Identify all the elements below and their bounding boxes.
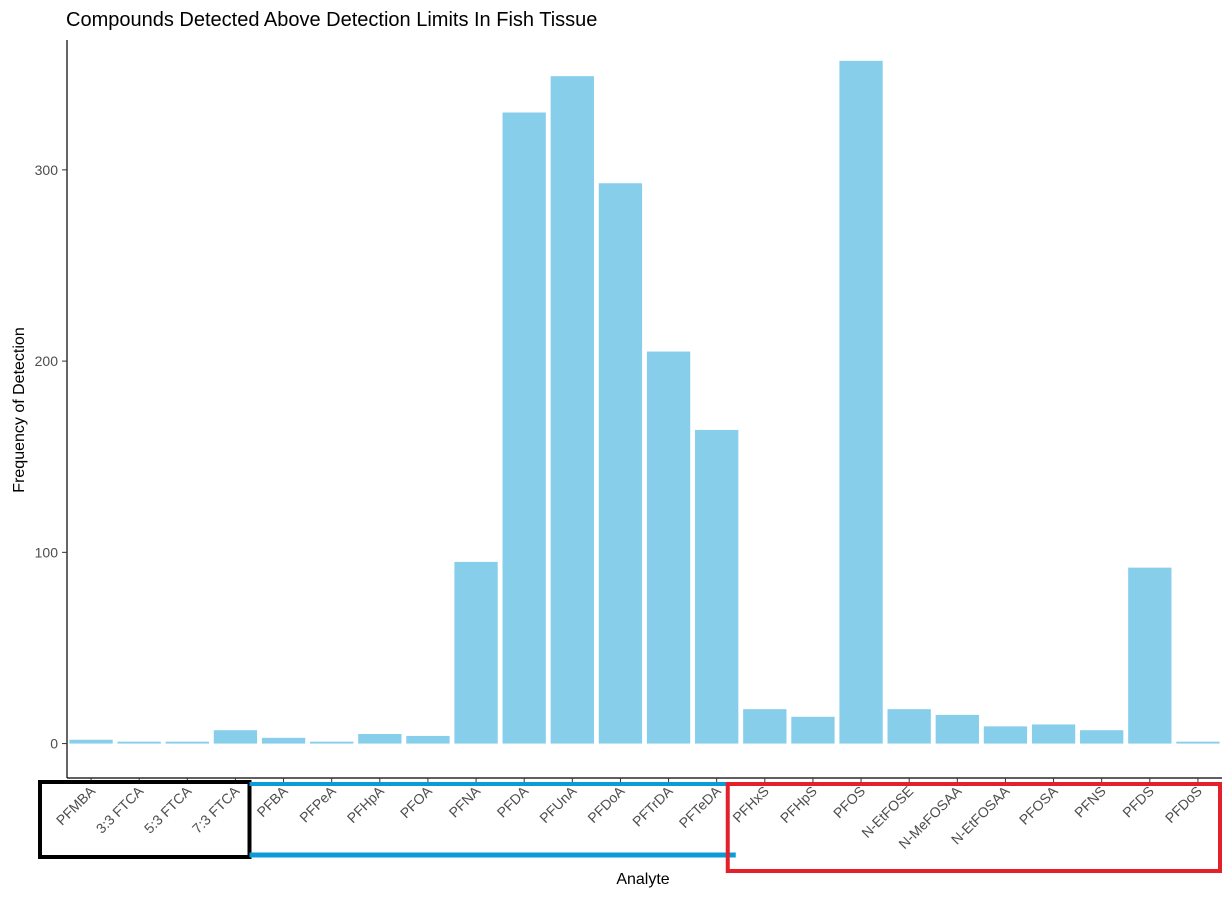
bar	[983, 726, 1028, 744]
bar	[887, 709, 931, 744]
bar	[358, 734, 402, 744]
bar	[261, 737, 306, 744]
bar	[743, 709, 787, 744]
x-tick-label: PFNS	[1071, 783, 1109, 821]
bar	[310, 741, 354, 744]
bar	[598, 183, 643, 744]
bar	[117, 741, 161, 744]
bar	[791, 716, 835, 744]
bar	[1128, 567, 1172, 744]
x-tick-label: PFTrDA	[629, 782, 676, 829]
bar	[454, 561, 498, 744]
bar	[213, 730, 258, 744]
x-tick-label: PFPeA	[296, 782, 339, 825]
y-tick-label: 300	[35, 162, 59, 178]
x-tick-label: PFDoA	[584, 782, 628, 826]
bar	[695, 429, 739, 744]
x-tick-label: PFDA	[494, 782, 532, 820]
black-group-box	[38, 780, 252, 859]
x-tick-label: PFHpS	[777, 783, 820, 826]
x-tick-label: PFDS	[1119, 783, 1157, 821]
x-tick-label: PFTeDA	[676, 782, 725, 831]
x-tick-label: 3:3 FTCA	[93, 782, 147, 836]
bars-group	[69, 60, 1220, 744]
red-group-box	[725, 782, 1222, 873]
bar	[935, 714, 979, 744]
x-tick-label: 5:3 FTCA	[141, 782, 195, 836]
x-axis-label: Analyte	[616, 871, 669, 888]
y-tick-label: 100	[35, 544, 59, 560]
chart-title: Compounds Detected Above Detection Limit…	[66, 9, 597, 31]
x-tick-label: PFHxS	[729, 783, 772, 826]
x-tick-label: 7:3 FTCA	[189, 782, 243, 836]
bar	[839, 60, 883, 744]
bar	[550, 76, 594, 744]
bar	[165, 741, 209, 744]
bar	[1176, 741, 1220, 744]
x-tick-label: PFBA	[254, 782, 292, 820]
bar	[69, 739, 113, 744]
bar	[1031, 724, 1076, 744]
x-tick-label: PFDoS	[1162, 783, 1205, 826]
y-tick-label: 200	[35, 353, 59, 369]
group-annotations	[38, 780, 1222, 873]
bar	[1080, 730, 1124, 744]
bar	[406, 735, 450, 744]
x-tick-label: PFHpA	[344, 782, 388, 826]
x-tick-label: PFOA	[397, 782, 436, 821]
y-tick-label: 0	[50, 736, 58, 752]
x-tick-label: PFNA	[446, 782, 484, 820]
x-tick-label: PFOS	[830, 783, 868, 821]
bar	[502, 112, 546, 744]
bar	[646, 351, 691, 744]
x-tick-label: PFUnA	[536, 782, 580, 826]
x-tick-label: PFOSA	[1016, 782, 1061, 827]
y-axis-label: Frequency of Detection	[11, 327, 28, 492]
x-tick-label: PFMBA	[53, 782, 99, 828]
